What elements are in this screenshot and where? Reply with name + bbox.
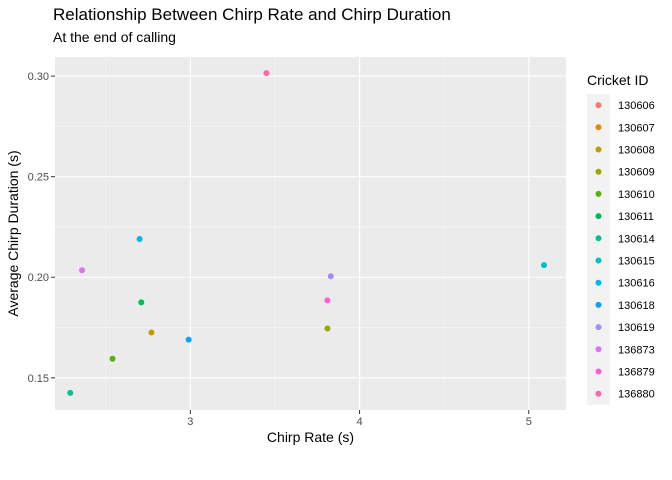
legend: Cricket ID 130606 130607 130608 130609 13061… [587,72,655,405]
data-point [148,329,155,336]
data-point [327,273,334,280]
legend-key [595,390,602,397]
legend-key [595,368,602,375]
x-tick-label: 5 [526,416,532,428]
chart-subtitle: At the end of calling [53,29,176,45]
data-point [185,336,192,343]
data-point [324,325,331,332]
legend-key [595,168,602,175]
data-point [138,299,145,306]
y-axis-title: Average Chirp Duration (s) [5,150,21,316]
legend-title: Cricket ID [587,72,648,88]
legend-key [595,324,602,331]
legend-key [595,213,602,220]
legend-label: 130619 [618,322,655,334]
legend-key [595,146,602,153]
x-axis-title: Chirp Rate (s) [267,429,354,445]
legend-key [595,279,602,286]
major-gridlines [55,57,566,410]
data-points [67,70,548,396]
legend-label: 130618 [618,300,655,312]
plot-panel [55,57,566,410]
data-point [541,262,548,269]
data-point [263,70,270,77]
legend-key [595,301,602,308]
data-point [79,267,86,274]
data-point [136,236,143,243]
legend-label: 130611 [618,211,654,223]
x-axis: 3 4 5 [187,410,532,428]
data-point [324,297,331,304]
legend-key [595,190,602,197]
legend-label: 130615 [618,256,655,268]
legend-key [595,257,602,264]
x-tick-label: 4 [357,416,363,428]
minor-gridlines [55,57,566,410]
legend-label: 130614 [618,233,655,245]
legend-label: 130608 [618,145,655,157]
x-tick-label: 3 [187,416,193,428]
legend-items: 130606 130607 130608 130609 130610 130611 1306… [595,100,655,401]
legend-label: 130606 [618,100,655,112]
y-axis: 0.15 0.20 0.25 0.30 [28,71,55,385]
legend-label: 136873 [618,344,655,356]
y-tick-label: 0.20 [28,272,49,284]
legend-label: 130609 [618,167,655,179]
legend-key [595,346,602,353]
y-tick-label: 0.15 [28,373,49,385]
legend-key [595,102,602,109]
legend-label: 136879 [618,367,655,379]
data-point [109,355,116,362]
y-tick-label: 0.30 [28,71,49,83]
legend-label: 130616 [618,278,655,290]
legend-key [595,235,602,242]
legend-key-background [587,94,610,405]
legend-key [595,124,602,131]
legend-label: 130610 [618,189,655,201]
chart-title: Relationship Between Chirp Rate and Chir… [53,5,451,24]
legend-label: 130607 [618,122,655,134]
legend-label: 136880 [618,389,655,401]
data-point [67,389,74,396]
y-tick-label: 0.25 [28,172,49,184]
